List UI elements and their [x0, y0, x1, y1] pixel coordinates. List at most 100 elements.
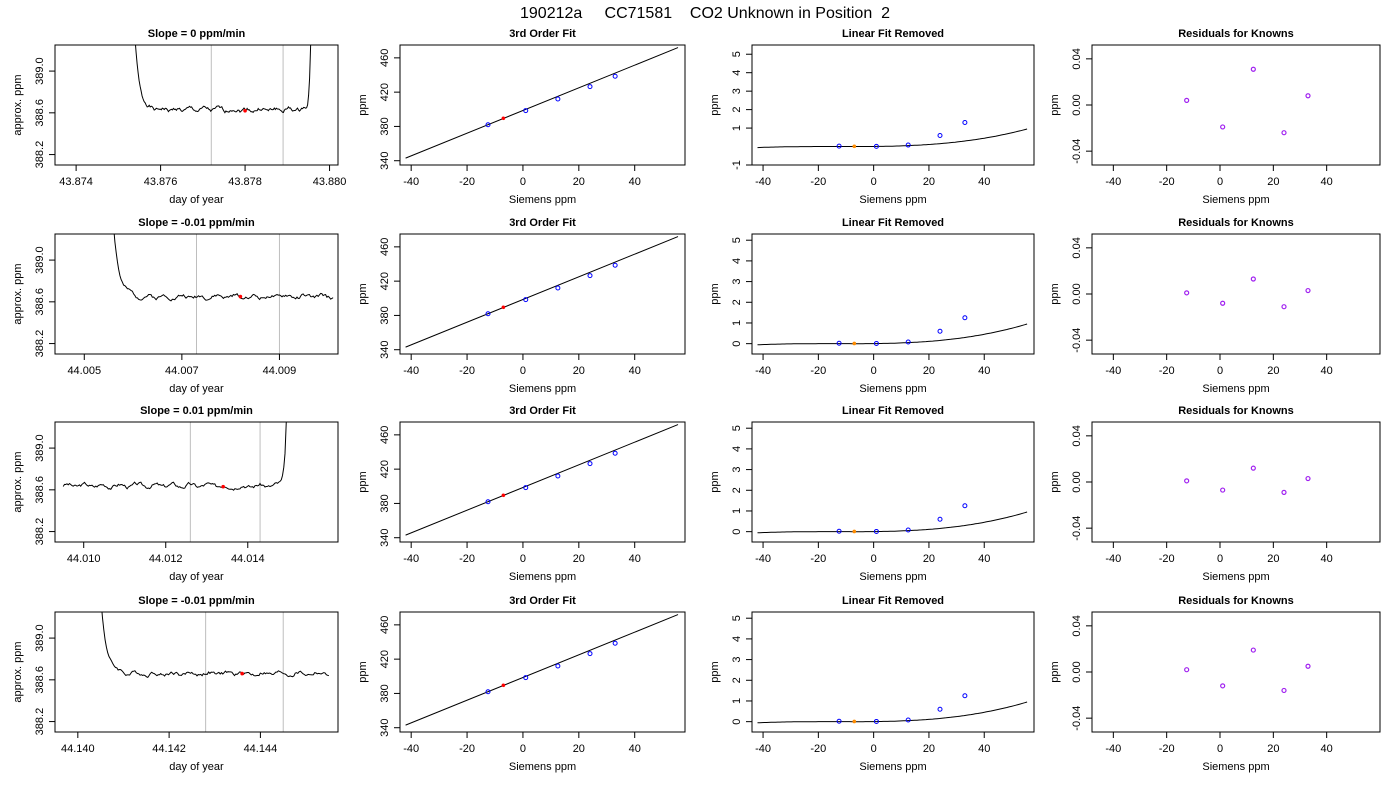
residual-point — [1220, 124, 1226, 130]
plot-area — [1184, 465, 1311, 495]
x-axis-label: Siemens ppm — [859, 761, 926, 773]
residual-point — [1281, 687, 1287, 694]
panel-title: 3rd Order Fit — [509, 595, 576, 607]
plot-area — [113, 234, 334, 354]
x-tick-label: 0 — [871, 365, 877, 377]
residual-point — [1250, 465, 1256, 471]
y-tick-label: -0.04 — [1071, 516, 1083, 541]
plot-frame — [54, 44, 339, 166]
plot-frame — [1091, 233, 1381, 355]
y-tick-label: 0.00 — [1071, 471, 1083, 492]
plot-frame — [399, 421, 686, 543]
standard-point — [555, 96, 561, 102]
panel-r3-c4: Residuals for Knowns -40 -20 0 20 40 -0.04 0.00… — [1049, 405, 1381, 583]
standard-point — [836, 718, 842, 724]
unknown-point — [501, 305, 506, 310]
panel-title: 3rd Order Fit — [509, 217, 576, 229]
x-tick-label: 0 — [871, 743, 877, 755]
plot-frame — [1091, 611, 1381, 733]
x-tick-label: 40 — [629, 365, 641, 377]
y-tick-label: 2 — [731, 677, 743, 683]
y-tick-label: 4 — [731, 70, 743, 76]
y-tick-label: 460 — [379, 49, 391, 67]
y-tick-label: 380 — [379, 117, 391, 135]
y-tick-label: 388.2 — [34, 518, 46, 546]
y-tick-label: 3 — [731, 467, 743, 473]
standard-point — [937, 706, 943, 712]
plot-area — [757, 315, 1028, 346]
y-tick-label: -1 — [731, 160, 743, 170]
unknown-point — [243, 108, 247, 113]
x-tick-label: 40 — [629, 743, 641, 755]
fit-line — [405, 236, 679, 348]
panel-title: Slope = 0 ppm/min — [148, 28, 246, 40]
x-tick-label: -40 — [755, 743, 771, 755]
x-tick-label: 20 — [1267, 176, 1279, 188]
x-tick-label: 44.142 — [152, 743, 186, 755]
x-tick-label: 20 — [1267, 553, 1279, 565]
x-tick-label: 0 — [1217, 553, 1223, 565]
fit-curve — [757, 128, 1028, 149]
x-tick-label: 40 — [978, 743, 990, 755]
plot-frame — [399, 233, 686, 355]
residual-point — [1305, 287, 1311, 294]
x-tick-label: 0 — [520, 176, 526, 188]
panel-title: Residuals for Knowns — [1178, 405, 1294, 417]
panels: Slope = 0 ppm/min 43.874 43.876 43.878 43.88… — [12, 28, 1381, 773]
fit-line — [405, 424, 679, 536]
x-tick-label: 20 — [1267, 365, 1279, 377]
panel-title: Residuals for Knowns — [1178, 217, 1294, 229]
x-tick-label: 40 — [978, 176, 990, 188]
fit-curve — [757, 511, 1028, 534]
x-tick-label: 44.009 — [263, 365, 297, 377]
x-tick-label: 40 — [978, 365, 990, 377]
unknown-point — [501, 116, 506, 121]
y-tick-label: -0.04 — [1071, 139, 1083, 164]
standard-point — [612, 73, 618, 79]
y-tick-label: 0 — [731, 341, 743, 347]
plot-frame — [751, 233, 1035, 355]
y-tick-label: 0.00 — [1071, 94, 1083, 115]
standard-point — [555, 285, 561, 291]
x-tick-label: 40 — [629, 553, 641, 565]
x-tick-label: 40 — [1321, 176, 1333, 188]
plot-area — [405, 47, 679, 159]
panel-title: Slope = -0.01 ppm/min — [138, 595, 255, 607]
standard-point — [905, 717, 911, 723]
residual-point — [1281, 130, 1287, 136]
standard-point — [962, 693, 968, 699]
standard-point — [485, 689, 491, 695]
plot-area — [1184, 276, 1311, 310]
x-axis-label: day of year — [169, 571, 224, 583]
y-tick-label: 1 — [731, 698, 743, 704]
x-tick-label: -40 — [755, 553, 771, 565]
plot-frame — [751, 44, 1035, 166]
y-axis-label: ppm — [357, 661, 369, 682]
standard-point — [612, 450, 618, 456]
y-axis-label: ppm — [1049, 283, 1061, 304]
plot-area — [135, 45, 312, 165]
y-tick-label: 0 — [731, 529, 743, 535]
plot-area — [1184, 647, 1311, 694]
y-tick-label: 0.04 — [1071, 615, 1083, 636]
x-tick-label: -40 — [1105, 176, 1121, 188]
panel-r4-c3: Linear Fit Removed -40 -20 0 20 40 0 1 2 3 4 5 Sieme… — [709, 595, 1035, 773]
standard-point — [612, 262, 618, 268]
y-tick-label: 1 — [731, 320, 743, 326]
x-axis-label: Siemens ppm — [509, 194, 576, 206]
x-tick-label: 20 — [923, 553, 935, 565]
standard-point — [485, 499, 491, 505]
y-tick-label: 420 — [379, 272, 391, 290]
x-tick-label: 44.005 — [67, 365, 101, 377]
standard-point — [962, 315, 968, 321]
x-tick-label: -40 — [1105, 553, 1121, 565]
residual-point — [1250, 276, 1256, 282]
y-tick-label: 420 — [379, 83, 391, 101]
residual-point — [1220, 300, 1226, 306]
panel-r1-c2: 3rd Order Fit -40 -20 0 20 40 340 380 420 460 Siem… — [357, 28, 686, 206]
standard-point — [485, 311, 491, 317]
standard-point — [905, 527, 911, 533]
y-tick-label: 460 — [379, 238, 391, 256]
x-tick-label: -20 — [810, 553, 826, 565]
